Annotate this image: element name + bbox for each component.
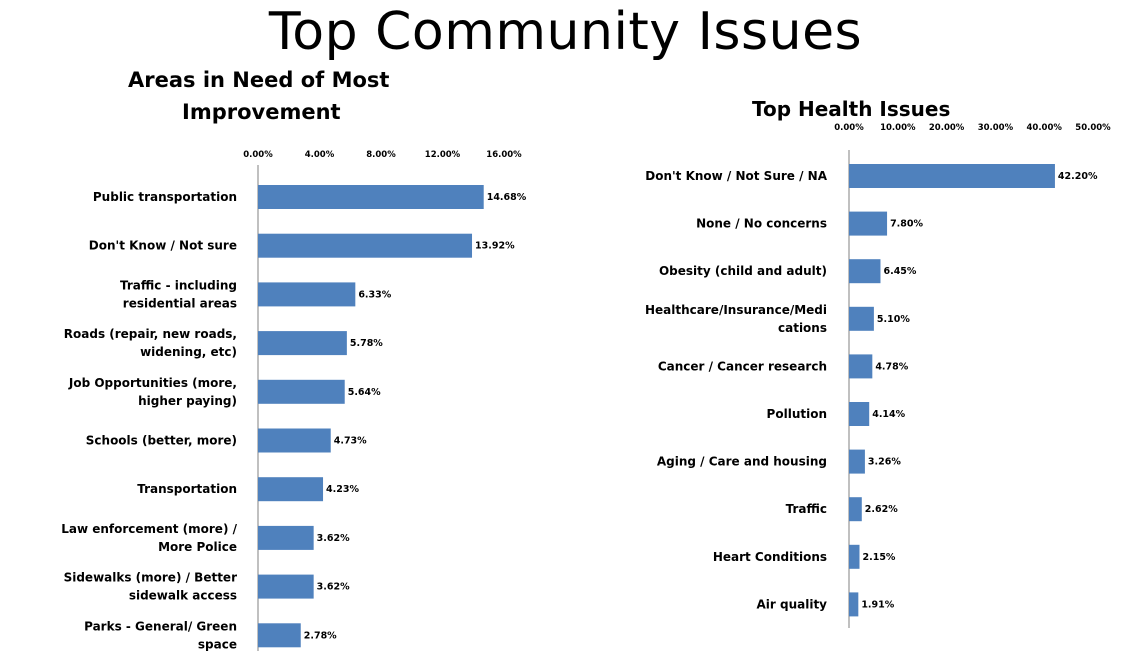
right-x-tick-label: 50.00%	[1075, 123, 1111, 133]
right-category-label: None / No concerns	[696, 217, 827, 231]
right-data-label: 1.91%	[861, 599, 894, 610]
right-bar	[849, 259, 881, 284]
left-category-label: Don't Know / Not sure	[89, 239, 237, 253]
left-category-label: widening, etc)	[140, 345, 237, 359]
left-category-label: Transportation	[137, 482, 237, 496]
right-category-label: Obesity (child and adult)	[659, 264, 827, 278]
left-data-label: 6.33%	[358, 289, 391, 300]
right-bar	[849, 164, 1055, 188]
left-chart-title-line-2: Improvement	[182, 100, 341, 124]
left-x-tick-label: 8.00%	[366, 150, 396, 160]
left-data-label: 3.62%	[317, 582, 350, 593]
right-data-label: 2.15%	[862, 552, 895, 563]
right-data-label: 5.10%	[877, 314, 910, 325]
left-data-label: 14.68%	[487, 192, 527, 203]
right-x-tick-label: 40.00%	[1026, 123, 1062, 133]
right-category-label: Don't Know / Not Sure / NA	[645, 169, 827, 183]
left-category-label: Law enforcement (more) /	[61, 522, 237, 536]
right-bar	[849, 354, 873, 379]
right-bar	[849, 211, 888, 236]
left-category-label: space	[198, 637, 237, 651]
right-category-label: cations	[778, 321, 827, 335]
left-bar	[258, 428, 331, 453]
page-title: Top Community Issues	[268, 2, 863, 62]
right-category-label: Air quality	[756, 597, 827, 611]
left-category-label: Schools (better, more)	[86, 434, 237, 448]
right-x-tick-label: 10.00%	[880, 123, 916, 133]
left-category-label: residential areas	[123, 296, 237, 310]
left-bar	[258, 233, 473, 258]
left-category-label: Parks - General/ Green	[84, 619, 237, 633]
left-bar	[258, 282, 356, 307]
left-category-label: Traffic - including	[120, 278, 237, 292]
left-data-label: 4.23%	[326, 484, 359, 495]
left-x-tick-label: 0.00%	[243, 150, 273, 160]
left-category-label: higher paying)	[138, 394, 237, 408]
right-x-tick-label: 20.00%	[929, 123, 965, 133]
left-data-label: 5.64%	[348, 387, 381, 398]
right-category-label: Cancer / Cancer research	[658, 359, 827, 373]
right-data-label: 4.78%	[875, 361, 908, 372]
left-data-label: 4.73%	[334, 436, 367, 447]
right-data-label: 4.14%	[872, 409, 905, 420]
left-data-label: 2.78%	[304, 630, 337, 641]
right-x-tick-label: 30.00%	[978, 123, 1014, 133]
left-bar	[258, 379, 345, 404]
left-category-label: Sidewalks (more) / Better	[64, 571, 237, 585]
left-data-label: 3.62%	[317, 533, 350, 544]
right-data-label: 2.62%	[865, 504, 898, 515]
left-x-tick-label: 16.00%	[486, 150, 522, 160]
right-category-label: Healthcare/Insurance/Medi	[645, 303, 827, 317]
right-chart-title: Top Health Issues	[752, 97, 951, 121]
right-data-label: 6.45%	[883, 266, 916, 277]
left-category-label: More Police	[158, 540, 237, 554]
right-data-label: 42.20%	[1058, 171, 1098, 182]
right-category-label: Aging / Care and housing	[657, 455, 827, 469]
left-category-label: Roads (repair, new roads,	[64, 327, 237, 341]
right-category-label: Traffic	[786, 502, 827, 516]
left-x-tick-label: 12.00%	[425, 150, 461, 160]
health-issues-chart: 0.00% 10.00% 20.00% 30.00% 40.00% 50.00% 42.20…	[645, 123, 1111, 628]
left-category-label: sidewalk access	[129, 589, 237, 603]
right-bar	[849, 592, 859, 617]
left-bar	[258, 477, 324, 502]
right-bar	[849, 544, 860, 569]
left-bar	[258, 574, 314, 599]
right-x-tick-label: 0.00%	[834, 123, 864, 133]
right-category-label: Pollution	[767, 407, 827, 421]
right-bar	[849, 497, 862, 522]
left-data-label: 5.78%	[350, 338, 383, 349]
left-category-label: Public transportation	[93, 190, 237, 204]
right-bar	[849, 402, 870, 426]
left-bar	[258, 525, 314, 550]
left-data-label: 13.92%	[475, 241, 515, 252]
left-bar	[258, 623, 301, 648]
left-category-label: Job Opportunities (more,	[68, 376, 237, 390]
right-category-label: Heart Conditions	[713, 550, 827, 564]
left-chart-title-line-1: Areas in Need of Most	[128, 68, 390, 92]
right-data-label: 7.80%	[890, 219, 923, 230]
right-bar	[849, 449, 865, 474]
left-bar	[258, 331, 347, 356]
right-bar	[849, 306, 874, 331]
left-bar	[258, 185, 484, 209]
areas-improvement-chart: 0.00% 4.00% 8.00% 12.00% 16.00% 14.68% Public …	[61, 150, 527, 651]
right-data-label: 3.26%	[868, 457, 901, 468]
left-x-tick-label: 4.00%	[305, 150, 335, 160]
